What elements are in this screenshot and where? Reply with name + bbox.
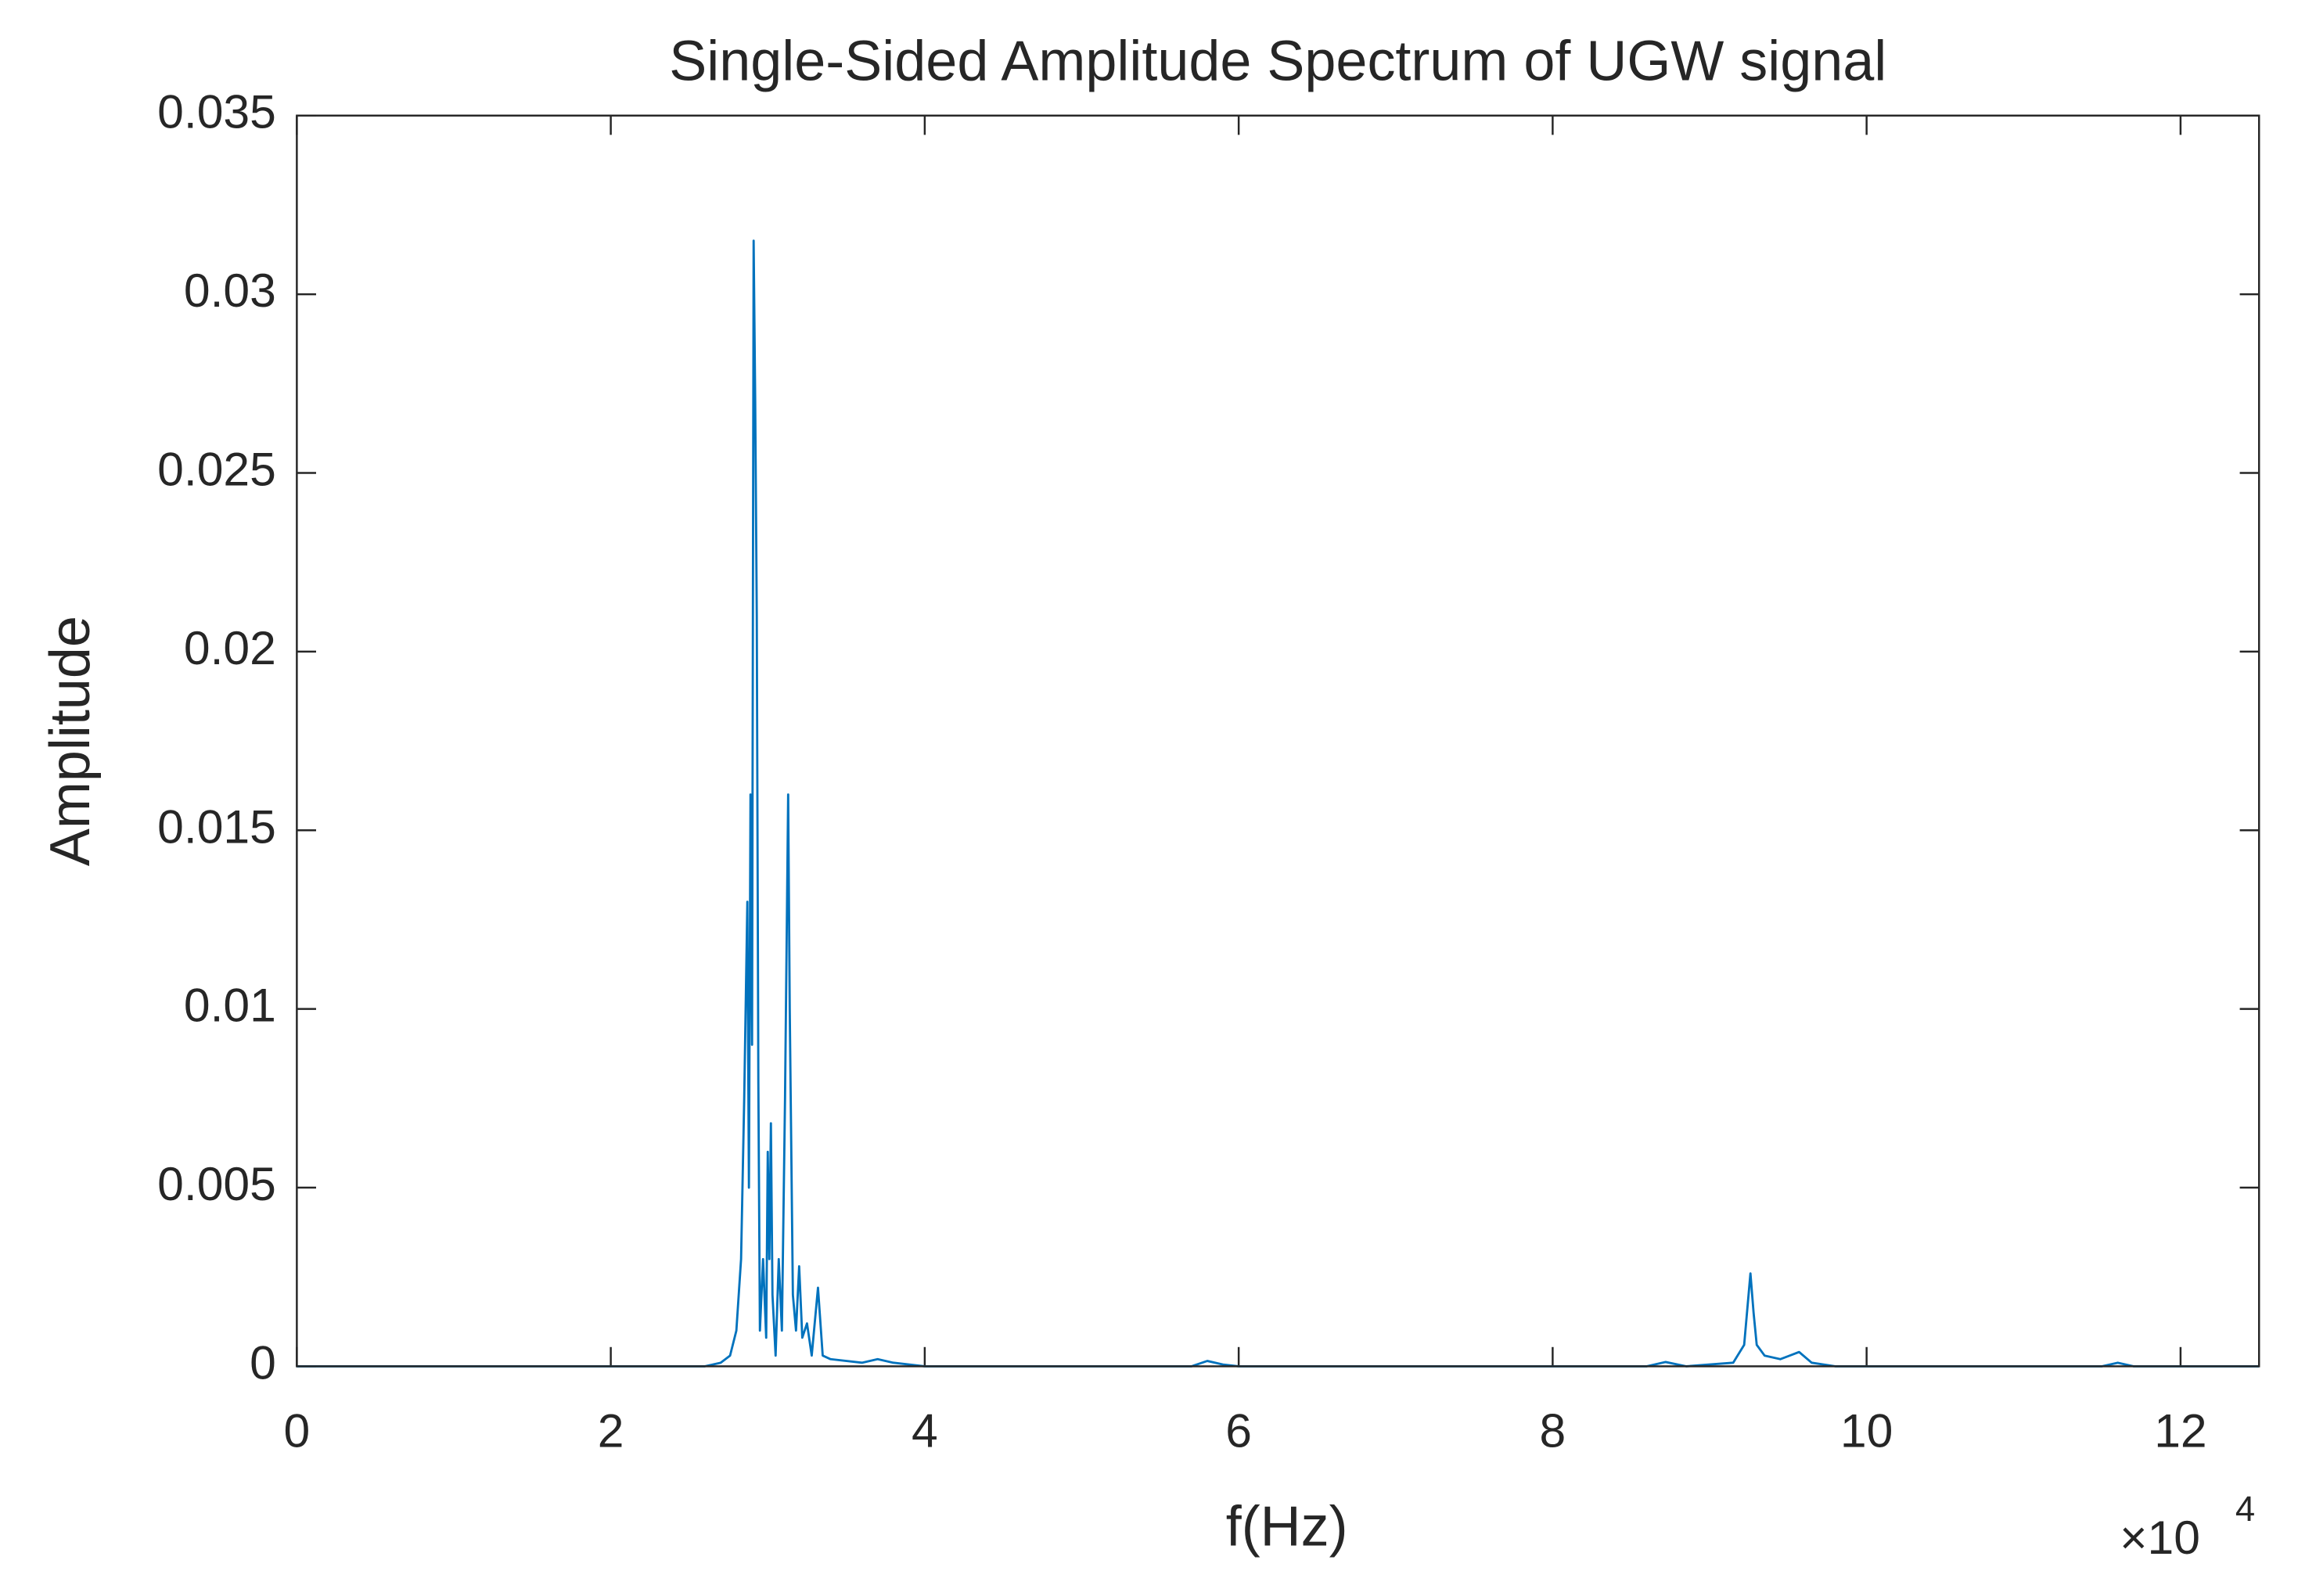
- x-tick-label: 2: [598, 1404, 624, 1458]
- y-axis-label: Amplitude: [39, 616, 102, 866]
- x-exponent: 4: [2235, 1489, 2255, 1529]
- x-multiplier: ×10: [2120, 1511, 2200, 1564]
- x-tick-label: 4: [912, 1404, 938, 1458]
- y-tick-label: 0.03: [184, 264, 276, 317]
- y-tick-label: 0.02: [184, 621, 276, 674]
- y-tick-label: 0.01: [184, 979, 276, 1032]
- y-tick-label: 0: [250, 1335, 276, 1389]
- y-tick-label: 0.025: [157, 443, 276, 496]
- x-tick-label: 8: [1540, 1404, 1566, 1458]
- axes-box: [296, 114, 2260, 1368]
- x-tick-label: 6: [1225, 1404, 1252, 1458]
- x-tick-label: 12: [2154, 1404, 2206, 1458]
- chart-title: Single-Sided Amplitude Spectrum of UGW s…: [669, 30, 1886, 92]
- spectrum-line: [297, 239, 2260, 1368]
- y-tick-label: 0.035: [157, 85, 276, 138]
- y-tick-label: 0.005: [157, 1157, 276, 1210]
- y-tick-label: 0.015: [157, 800, 276, 853]
- plot-area: [297, 115, 2260, 1367]
- x-tick-label: 10: [1840, 1404, 1893, 1458]
- x-axis-label: f(Hz): [1226, 1496, 1348, 1558]
- x-tick-label: 0: [284, 1404, 311, 1458]
